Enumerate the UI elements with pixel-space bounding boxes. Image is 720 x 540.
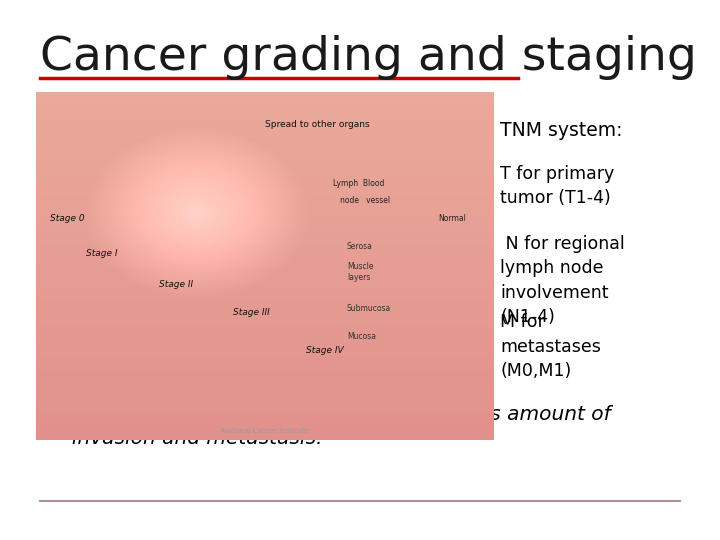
Text: Stage IV: Stage IV <box>306 346 343 355</box>
Text: Cancer grading and staging: Cancer grading and staging <box>40 35 696 80</box>
Text: M for
metastases
(M0,M1): M for metastases (M0,M1) <box>500 313 601 380</box>
Text: Stage 0: Stage 0 <box>50 214 84 222</box>
Text: Lymph  Blood: Lymph Blood <box>333 179 384 188</box>
Text: Mucosa: Mucosa <box>347 332 376 341</box>
Text: Staging of a malignant neoplasm assesses its amount of
     invasion and metasta: Staging of a malignant neoplasm assesses… <box>40 405 611 448</box>
Text: Muscle
layers: Muscle layers <box>347 262 374 282</box>
Text: Spread to other organs: Spread to other organs <box>265 120 369 129</box>
Text: Stage III: Stage III <box>233 308 269 317</box>
Text: T for primary
tumor (T1-4): T for primary tumor (T1-4) <box>500 165 615 207</box>
Text: TNM system:: TNM system: <box>500 122 623 140</box>
Text: Normal: Normal <box>438 214 467 222</box>
Text: Stage I: Stage I <box>86 248 118 258</box>
Text: National Cancer Institute: National Cancer Institute <box>221 428 308 434</box>
Text: node   vessel: node vessel <box>340 196 390 205</box>
Text: Serosa: Serosa <box>347 241 373 251</box>
Text: Submucosa: Submucosa <box>347 304 391 313</box>
Text: N for regional
lymph node
involvement
(N1-4): N for regional lymph node involvement (N… <box>500 235 625 326</box>
Text: Stage II: Stage II <box>159 280 194 289</box>
